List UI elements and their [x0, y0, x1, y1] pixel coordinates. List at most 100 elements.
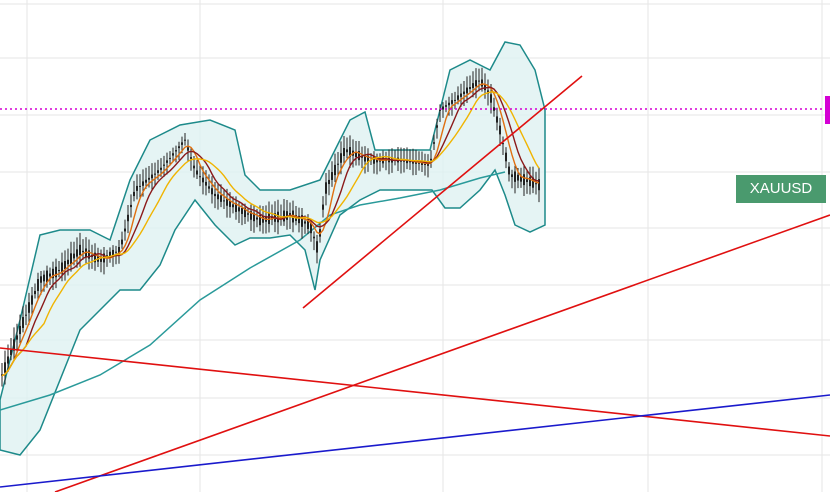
candle-body: [70, 253, 72, 265]
candle-body: [478, 80, 480, 82]
candle-body: [211, 188, 213, 195]
candle-body: [466, 87, 468, 94]
candle-body: [223, 200, 225, 202]
candle-body: [439, 109, 441, 111]
moving-average: [1, 86, 540, 377]
candle-body: [184, 139, 186, 141]
candle-body: [499, 125, 501, 135]
candle-body: [340, 153, 342, 163]
candle-body: [328, 179, 330, 185]
moving-average: [1, 91, 540, 377]
candle-body: [334, 164, 336, 176]
moving-averages: [1, 83, 540, 377]
candle-body: [61, 262, 63, 274]
candle-body: [454, 99, 456, 101]
candle-body: [475, 80, 477, 87]
candle-body: [427, 163, 429, 166]
candle-body: [13, 339, 15, 351]
candle-body: [469, 87, 471, 89]
candle-body: [373, 156, 375, 164]
candle-body: [40, 276, 42, 283]
candle-body: [154, 173, 156, 175]
candle-body: [10, 350, 12, 355]
candle-body: [82, 250, 84, 253]
candle-body: [460, 93, 462, 97]
candle-body: [115, 251, 117, 253]
candle-body: [322, 204, 324, 210]
candle-body: [430, 158, 432, 161]
candle-body: [349, 147, 351, 157]
candle-body: [532, 177, 534, 188]
candle-body: [337, 163, 339, 165]
candle-body: [259, 214, 261, 226]
candle-body: [307, 219, 309, 229]
candle-body: [205, 181, 207, 186]
candle-body: [424, 163, 426, 165]
candle-body: [364, 154, 366, 162]
candle-body: [190, 157, 192, 159]
candle-body: [325, 182, 327, 194]
candle-body: [7, 356, 9, 364]
candle-body: [37, 279, 39, 291]
candle-body: [208, 186, 210, 189]
candle-body: [16, 335, 18, 340]
candle-body: [493, 107, 495, 111]
candle-body: [298, 215, 300, 224]
candle-body: [283, 210, 285, 222]
candle-body: [451, 100, 453, 104]
candle-body: [286, 211, 288, 220]
candle-body: [433, 142, 435, 144]
candle-body: [505, 152, 507, 162]
candle-body: [28, 302, 30, 313]
candle-body: [511, 174, 513, 177]
candle-body: [145, 179, 147, 183]
candle-body: [226, 198, 228, 206]
candle-body: [490, 94, 492, 103]
candle-body: [142, 181, 144, 186]
candle-body: [250, 211, 252, 220]
candle-body: [187, 147, 189, 151]
candle-body: [358, 151, 360, 161]
candle-body: [514, 171, 516, 182]
candle-body: [232, 204, 234, 208]
candle-body: [67, 259, 69, 265]
candle-body: [313, 236, 315, 239]
candle-body: [436, 125, 438, 128]
candle-body: [517, 174, 519, 181]
candle-body: [220, 195, 222, 202]
symbol-label: XAUUSD: [736, 175, 826, 203]
candle-body: [406, 159, 408, 164]
candle-body: [535, 183, 537, 185]
candle-body: [316, 241, 318, 253]
candle-body: [301, 215, 303, 227]
candle-body: [310, 223, 312, 234]
candle-body: [169, 157, 171, 159]
candle-body: [85, 248, 87, 258]
candle-body: [214, 193, 216, 197]
candle-body: [247, 213, 249, 215]
candle-body: [229, 201, 231, 207]
candle-body: [277, 211, 279, 223]
candle-body: [139, 185, 141, 187]
candle-body: [151, 174, 153, 179]
candle-body: [172, 153, 174, 156]
candle-body: [31, 295, 33, 305]
candle-body: [448, 102, 450, 106]
candle-body: [109, 251, 111, 259]
candle-body: [217, 194, 219, 200]
candle-body: [367, 155, 369, 163]
candle-body: [118, 246, 120, 255]
candle-body: [235, 203, 237, 212]
candle-body: [256, 217, 258, 220]
candle-body: [79, 244, 81, 256]
candle-body: [64, 261, 66, 269]
candle-body: [472, 83, 474, 89]
candle-body: [268, 212, 270, 225]
candle-body: [52, 268, 54, 279]
candle-body: [538, 179, 540, 191]
candle-body: [463, 91, 465, 95]
candle-body: [442, 106, 444, 110]
candle-body: [181, 142, 183, 145]
candle-body: [346, 149, 348, 153]
